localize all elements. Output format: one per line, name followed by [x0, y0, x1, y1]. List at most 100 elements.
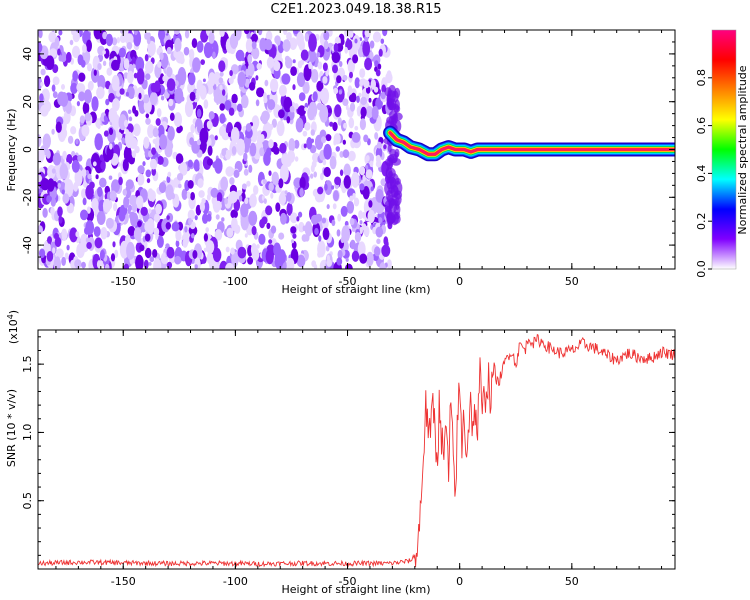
noise-speckle	[363, 134, 369, 143]
noise-speckle	[85, 220, 95, 236]
noise-speckle	[165, 184, 174, 201]
x-tick-label: 0	[456, 575, 463, 588]
noise-speckle	[244, 233, 248, 238]
noise-speckle	[259, 147, 265, 157]
noise-speckle	[45, 55, 55, 70]
noise-speckle	[179, 162, 188, 176]
noise-speckle	[149, 92, 158, 106]
noise-speckle	[350, 92, 357, 103]
noise-speckle	[126, 70, 134, 84]
noise-speckle	[202, 213, 209, 224]
noise-speckle	[225, 262, 235, 269]
noise-speckle	[231, 146, 237, 155]
noise-speckle	[70, 126, 77, 135]
noise-speckle	[229, 190, 238, 204]
noise-speckle	[61, 256, 66, 266]
noise-speckle	[100, 227, 108, 240]
noise-speckle	[222, 89, 226, 96]
noise-speckle	[183, 46, 190, 56]
noise-speckle	[263, 92, 267, 100]
snr-series-line	[38, 333, 675, 568]
noise-speckle	[155, 234, 159, 240]
noise-speckle	[261, 216, 268, 225]
noise-speckle	[52, 91, 58, 99]
noise-speckle	[248, 164, 253, 173]
noise-speckle	[286, 257, 295, 269]
noise-speckle	[237, 71, 246, 88]
noise-speckle	[265, 147, 272, 158]
noise-speckle	[321, 217, 327, 224]
noise-speckle	[332, 203, 337, 210]
noise-speckle	[365, 155, 370, 162]
noise-speckle	[46, 195, 52, 203]
noise-speckle	[299, 78, 304, 88]
noise-speckle	[125, 179, 134, 190]
noise-speckle	[224, 197, 229, 205]
noise-speckle	[217, 93, 227, 105]
noise-speckle	[299, 176, 306, 190]
noise-speckle	[295, 117, 304, 133]
noise-speckle	[369, 51, 374, 60]
noise-speckle	[124, 131, 134, 149]
noise-speckle	[190, 124, 195, 134]
noise-speckle	[333, 43, 339, 53]
noise-speckle	[329, 155, 337, 170]
noise-speckle	[72, 31, 80, 43]
noise-speckle	[123, 58, 130, 70]
noise-speckle	[325, 70, 329, 77]
noise-speckle	[268, 170, 272, 176]
noise-speckle	[326, 259, 332, 267]
noise-speckle	[214, 200, 222, 211]
noise-speckle	[225, 166, 234, 177]
noise-speckle	[243, 168, 249, 176]
noise-speckle	[118, 209, 126, 222]
noise-speckle	[152, 138, 158, 145]
noise-speckle	[174, 255, 182, 265]
noise-speckle	[187, 180, 194, 189]
noise-speckle	[92, 161, 97, 167]
noise-speckle	[82, 197, 87, 206]
snr-frame	[37, 329, 676, 570]
noise-speckle	[237, 246, 247, 259]
noise-speckle	[44, 75, 51, 87]
noise-speckle	[142, 161, 146, 167]
noise-speckle	[351, 171, 360, 188]
noise-speckle	[333, 133, 341, 145]
noise-speckle	[335, 146, 340, 152]
noise-speckle	[212, 51, 216, 60]
noise-speckle	[251, 33, 258, 43]
noise-speckle	[188, 72, 196, 86]
noise-speckle	[199, 127, 209, 145]
noise-speckle	[210, 187, 219, 198]
noise-speckle	[227, 131, 232, 138]
spectrogram-x-axis: -150 -100 -50 0 50	[55, 30, 663, 288]
noise-speckle-layer	[38, 30, 403, 269]
noise-speckle	[127, 226, 136, 236]
noise-speckle	[307, 49, 317, 63]
noise-speckle	[171, 221, 180, 232]
noise-speckle	[324, 183, 328, 191]
noise-speckle	[155, 203, 162, 215]
noise-speckle	[318, 235, 322, 242]
noise-speckle	[54, 36, 60, 47]
noise-speckle	[173, 112, 183, 128]
noise-speckle	[57, 48, 61, 56]
noise-speckle	[146, 178, 151, 184]
noise-speckle	[336, 257, 343, 266]
noise-speckle	[105, 217, 114, 229]
noise-speckle	[83, 89, 92, 104]
colorbar-ticks: 0.0 0.2 0.4 0.6 0.8	[695, 69, 712, 278]
noise-speckle	[155, 118, 161, 126]
noise-speckle	[245, 68, 250, 76]
noise-speckle	[360, 96, 367, 106]
noise-speckle	[61, 228, 68, 241]
noise-speckle	[198, 160, 203, 168]
noise-speckle	[61, 84, 65, 90]
noise-speckle	[297, 105, 306, 117]
noise-speckle	[250, 243, 258, 257]
noise-speckle	[38, 137, 41, 146]
noise-speckle	[38, 148, 45, 162]
spectrogram-y-axis: -40 -20 0 20 40	[21, 29, 675, 270]
noise-speckle	[354, 77, 360, 89]
noise-speckle	[206, 121, 213, 130]
